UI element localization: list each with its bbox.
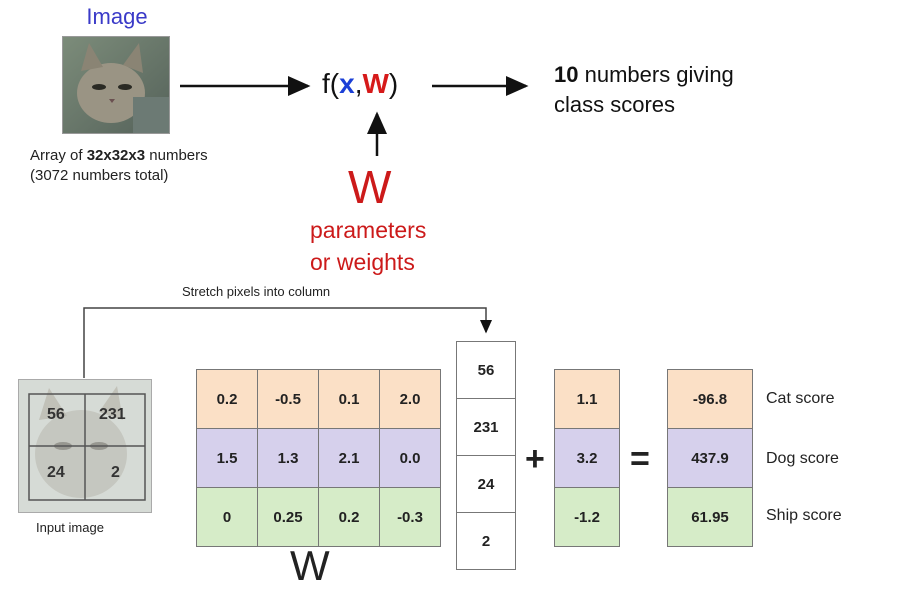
matrix-row-ship: 0 0.25 0.2 -0.3 — [196, 487, 441, 547]
weights-symbol: W — [348, 161, 392, 213]
weight-matrix: 0.2 -0.5 0.1 2.0 1.5 1.3 2.1 0.0 0 0.25 … — [196, 369, 441, 547]
scores-line1: numbers giving — [578, 62, 734, 87]
matrix-row-cat: 0.2 -0.5 0.1 2.0 — [196, 369, 441, 429]
matrix-cell: 0.0 — [379, 428, 441, 488]
caption-suffix: numbers — [145, 147, 208, 164]
function-label: f(x,W) — [322, 68, 398, 100]
arrow-stretch-pixels — [83, 307, 492, 378]
matrix-cell: 0.2 — [318, 487, 380, 547]
fx-comma: , — [354, 68, 363, 99]
score-vector: -96.8 437.9 61.95 — [667, 369, 753, 547]
pixel-value: 2 — [111, 464, 120, 481]
matrix-cell: 2.0 — [379, 369, 441, 429]
score-cell: -96.8 — [667, 369, 753, 429]
score-label-dog: Dog score — [766, 450, 839, 467]
pixel-value: 231 — [99, 406, 126, 423]
matrix-cell: 1.3 — [257, 428, 319, 488]
weight-matrix-label: W — [290, 542, 330, 589]
image-title: Image — [86, 4, 148, 29]
bias-cell: 3.2 — [554, 428, 620, 488]
bias-cell: 1.1 — [554, 369, 620, 429]
caption-dimensions: 32x32x3 — [86, 147, 146, 164]
stretch-label: Stretch pixels into column — [182, 284, 331, 299]
matrix-cell: 1.5 — [196, 428, 258, 488]
vector-cell: 2 — [456, 512, 516, 570]
matrix-cell: -0.5 — [257, 369, 319, 429]
fx-x: x — [339, 68, 355, 99]
params-line1: parameters — [310, 217, 427, 243]
vector-cell: 231 — [456, 398, 516, 456]
caption-prefix: Array of — [30, 147, 87, 164]
input-image-caption: Input image — [36, 520, 104, 535]
score-cell: 61.95 — [667, 487, 753, 547]
bias-cell: -1.2 — [554, 487, 620, 547]
matrix-cell: 0.1 — [318, 369, 380, 429]
caption-total: (3072 numbers total) — [30, 167, 169, 184]
params-line2: or weights — [310, 249, 415, 275]
matrix-cell: 0.2 — [196, 369, 258, 429]
cat-image — [62, 36, 170, 134]
score-cell: 437.9 — [667, 428, 753, 488]
input-vector: 56 231 24 2 — [456, 341, 516, 570]
bias-vector: 1.1 3.2 -1.2 — [554, 369, 620, 547]
vector-cell: 56 — [456, 341, 516, 399]
matrix-cell: 0.25 — [257, 487, 319, 547]
input-image: 56 231 24 2 — [18, 379, 152, 513]
plus-sign: + — [525, 440, 545, 478]
matrix-cell: -0.3 — [379, 487, 441, 547]
scores-line2: class scores — [554, 92, 676, 117]
matrix-cell: 0 — [196, 487, 258, 547]
fx-open: f( — [322, 68, 340, 99]
vector-cell: 24 — [456, 455, 516, 513]
score-label-ship: Ship score — [766, 507, 842, 524]
class-scores-label: 10 numbers giving class scores — [554, 60, 734, 120]
fx-close: ) — [388, 68, 399, 99]
scores-count: 10 — [554, 62, 579, 87]
pixel-value: 56 — [47, 406, 65, 423]
score-label-cat: Cat score — [766, 390, 835, 407]
parameters-label: parameters or weights — [310, 214, 426, 278]
fx-w: W — [362, 68, 389, 99]
equals-sign: = — [630, 440, 650, 478]
image-caption: Array of 32x32x3 numbers (3072 numbers t… — [30, 146, 208, 186]
matrix-row-dog: 1.5 1.3 2.1 0.0 — [196, 428, 441, 488]
pixel-value: 24 — [47, 464, 65, 481]
matrix-cell: 2.1 — [318, 428, 380, 488]
